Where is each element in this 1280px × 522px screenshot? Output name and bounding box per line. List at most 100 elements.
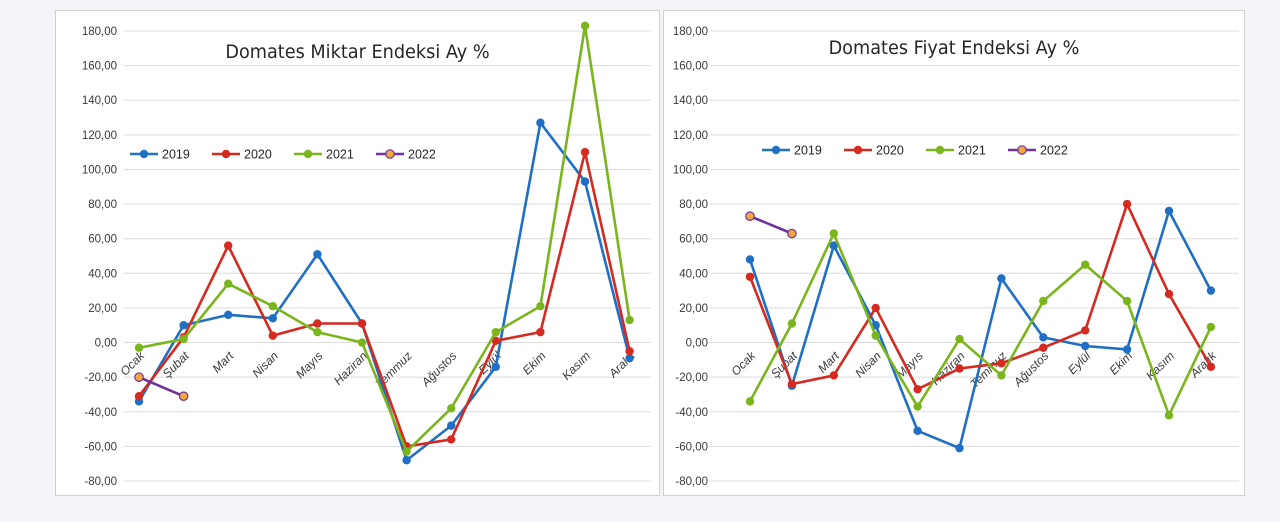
y-tick-label: -40,00 bbox=[84, 407, 117, 419]
y-tick-label: 40,00 bbox=[679, 268, 708, 280]
data-point bbox=[447, 404, 456, 413]
series-line-2020 bbox=[748, 202, 1213, 391]
data-point bbox=[178, 391, 189, 401]
data-point bbox=[955, 364, 964, 373]
y-tick-label: -40,00 bbox=[675, 407, 708, 419]
data-point bbox=[402, 456, 411, 465]
y-tick-label: -60,00 bbox=[84, 441, 117, 453]
chart-panel-fiyat: Domates Fiyat Endeksi Ay % -80,00 -60,00-… bbox=[663, 10, 1245, 496]
x-tick-label: Ekim bbox=[1106, 349, 1135, 378]
data-point bbox=[625, 315, 634, 325]
data-point bbox=[491, 362, 500, 371]
miktar-chart: -80,00 -60,00 -40,00 -20,00 0,00 20,00 40,00 60… bbox=[82, 21, 651, 488]
data-point bbox=[1206, 322, 1216, 332]
data-point bbox=[625, 353, 634, 363]
fiyat-chart: -80,00 -60,00 -40,00 -20,00 0,00 20,00 40,00 60… bbox=[673, 26, 1239, 488]
x-tick-label: Ocak bbox=[728, 348, 758, 378]
data-point bbox=[313, 250, 322, 259]
data-point bbox=[134, 391, 144, 401]
legend-label: 2019 bbox=[794, 144, 822, 158]
data-point bbox=[447, 435, 456, 444]
data-point bbox=[745, 397, 755, 406]
data-point bbox=[134, 372, 144, 382]
x-tick-label: Mart bbox=[815, 348, 842, 375]
legend-marker bbox=[771, 145, 781, 155]
data-point bbox=[625, 346, 634, 356]
y-tick-label: -80,00 bbox=[84, 476, 117, 488]
x-tick-label: Ekim bbox=[520, 349, 549, 378]
y-tick-label: 140,00 bbox=[673, 95, 708, 107]
data-point bbox=[1122, 296, 1132, 306]
data-point bbox=[402, 447, 411, 456]
y-tick-label: 40,00 bbox=[88, 268, 117, 280]
data-point bbox=[829, 229, 838, 238]
y-tick-label: 180,00 bbox=[673, 26, 708, 38]
chart-panel-miktar: Domates Miktar Endeksi Ay % -80,00 -60,00… bbox=[55, 10, 660, 496]
data-point bbox=[913, 385, 922, 394]
data-point bbox=[1039, 343, 1048, 352]
data-point bbox=[1206, 362, 1216, 371]
legend-marker bbox=[853, 145, 863, 155]
x-tick-label: Ocak bbox=[117, 348, 147, 378]
data-point bbox=[1206, 286, 1216, 295]
series-line-2020 bbox=[137, 150, 631, 448]
legend-marker bbox=[935, 145, 945, 155]
y-tick-label: 60,00 bbox=[88, 234, 117, 246]
x-tick-label: Ağustos bbox=[418, 349, 459, 390]
data-point bbox=[224, 241, 233, 250]
legend-marker bbox=[221, 149, 231, 159]
legend-label: 2021 bbox=[326, 148, 354, 162]
data-point bbox=[997, 359, 1006, 368]
x-tick-label: Aralık bbox=[605, 348, 638, 381]
data-point bbox=[787, 319, 797, 328]
data-point bbox=[491, 327, 500, 337]
data-point bbox=[580, 147, 590, 157]
legend-marker bbox=[385, 149, 395, 159]
y-tick-label: 100,00 bbox=[673, 164, 708, 176]
y-tick-label: -20,00 bbox=[675, 372, 708, 384]
chart-title: Domates Miktar Endeksi Ay % bbox=[225, 41, 490, 63]
x-tick-label: Eylül bbox=[1065, 349, 1094, 378]
y-tick-label: 80,00 bbox=[679, 199, 708, 211]
x-tick-label: Nisan bbox=[249, 349, 281, 381]
y-tick-label: 60,00 bbox=[679, 234, 708, 246]
data-point bbox=[224, 279, 233, 288]
x-tick-label: Mart bbox=[209, 348, 236, 375]
data-point bbox=[536, 301, 545, 311]
chart-title: Domates Fiyat Endeksi Ay % bbox=[828, 37, 1080, 59]
y-tick-label: 80,00 bbox=[88, 199, 117, 211]
y-tick-label: 100,00 bbox=[82, 164, 117, 176]
data-point bbox=[787, 379, 797, 389]
x-tick-label: Mayıs bbox=[293, 349, 326, 382]
data-point bbox=[447, 421, 456, 430]
data-point bbox=[871, 303, 880, 313]
data-point bbox=[1122, 345, 1132, 354]
series-line-2019 bbox=[137, 121, 631, 462]
data-point bbox=[745, 255, 755, 264]
data-point bbox=[357, 338, 367, 347]
data-point bbox=[134, 343, 144, 352]
data-point bbox=[913, 426, 922, 436]
data-point bbox=[913, 402, 922, 411]
data-point bbox=[955, 443, 964, 453]
y-tick-label: 0,00 bbox=[686, 338, 708, 350]
data-point bbox=[536, 327, 545, 337]
data-point bbox=[536, 118, 545, 127]
data-point bbox=[745, 272, 755, 281]
series-line-2021 bbox=[748, 232, 1213, 417]
y-tick-label: 120,00 bbox=[673, 130, 708, 142]
data-point bbox=[1039, 333, 1048, 342]
y-tick-label: 160,00 bbox=[673, 61, 708, 73]
legend-label: 2019 bbox=[162, 148, 190, 162]
data-point bbox=[745, 211, 755, 221]
data-point bbox=[1164, 411, 1174, 420]
data-point bbox=[955, 334, 964, 344]
y-tick-label: 0,00 bbox=[95, 338, 117, 350]
data-point bbox=[491, 336, 500, 346]
data-point bbox=[829, 371, 838, 380]
data-point bbox=[268, 314, 277, 323]
y-tick-label: 20,00 bbox=[88, 303, 117, 315]
data-point bbox=[179, 321, 188, 330]
y-tick-label: 20,00 bbox=[679, 303, 708, 315]
x-tick-label: Ağustos bbox=[1010, 349, 1051, 390]
